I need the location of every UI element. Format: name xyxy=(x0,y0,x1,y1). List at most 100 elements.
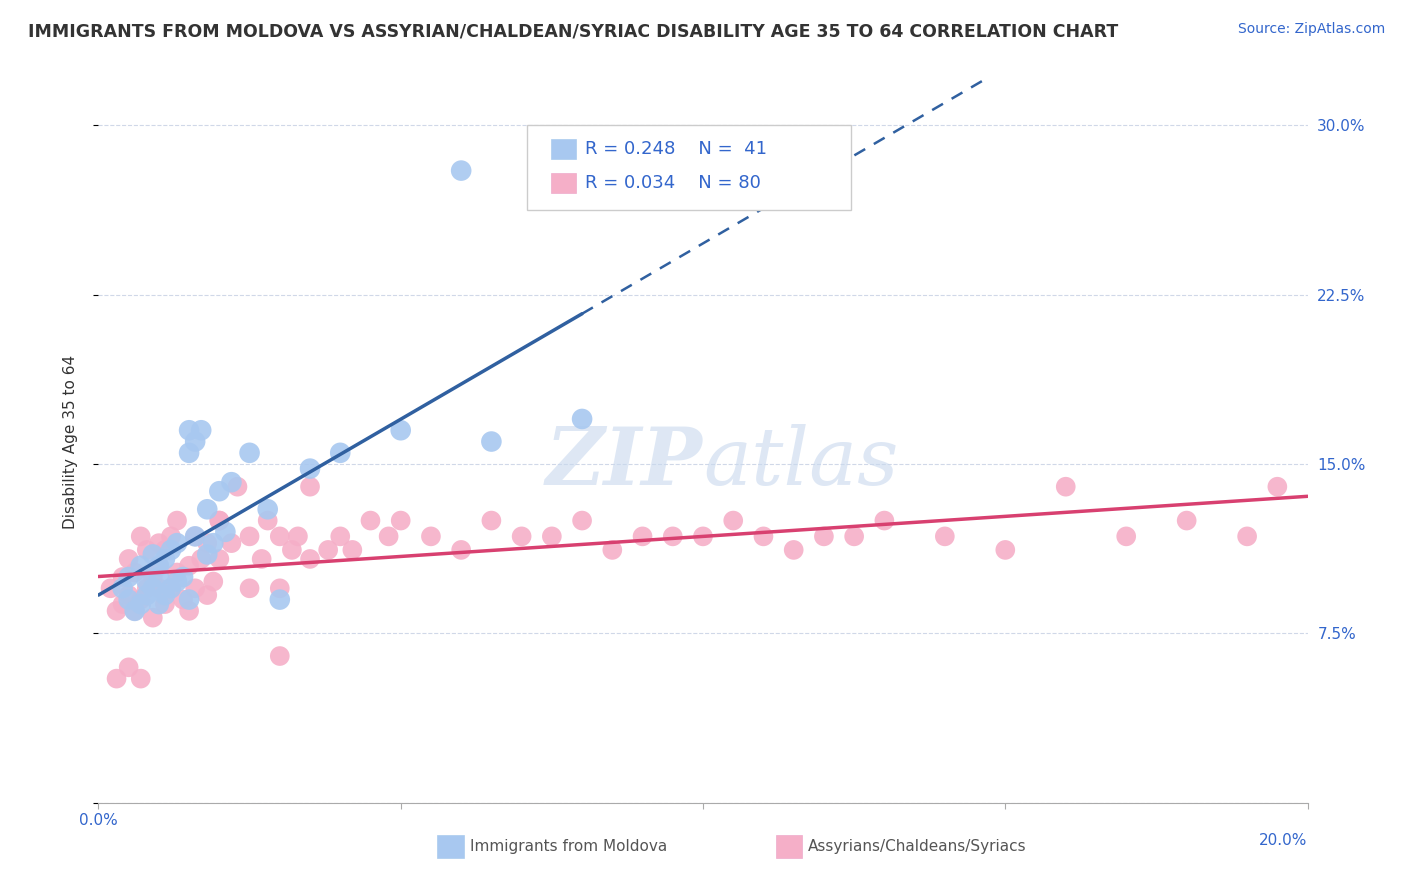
Point xyxy=(602,542,624,557)
Point xyxy=(118,592,141,607)
Point xyxy=(208,484,231,499)
Text: 20.0%: 20.0% xyxy=(1260,833,1308,848)
Point xyxy=(256,502,278,516)
Point xyxy=(179,558,201,573)
Point xyxy=(118,552,141,566)
Point xyxy=(142,582,165,596)
Point xyxy=(135,588,157,602)
Point xyxy=(631,529,654,543)
Point xyxy=(153,542,176,557)
Point xyxy=(153,588,176,602)
Point xyxy=(540,529,562,543)
Point xyxy=(239,529,262,543)
Text: IMMIGRANTS FROM MOLDOVA VS ASSYRIAN/CHALDEAN/SYRIAC DISABILITY AGE 35 TO 64 CORR: IMMIGRANTS FROM MOLDOVA VS ASSYRIAN/CHAL… xyxy=(28,22,1118,40)
Point xyxy=(172,592,194,607)
Point xyxy=(1054,480,1077,494)
Point xyxy=(111,570,134,584)
Bar xyxy=(776,835,803,858)
Point xyxy=(105,672,128,686)
Point xyxy=(100,582,122,596)
Point xyxy=(813,529,835,543)
Point xyxy=(329,446,352,460)
Text: Assyrians/Chaldeans/Syriacs: Assyrians/Chaldeans/Syriacs xyxy=(808,838,1026,854)
Point xyxy=(160,542,183,557)
Point xyxy=(142,610,165,624)
Point xyxy=(124,604,146,618)
Point xyxy=(571,412,593,426)
Point xyxy=(239,582,262,596)
Point xyxy=(256,514,278,528)
Point xyxy=(166,514,188,528)
Point xyxy=(450,542,472,557)
Point xyxy=(142,548,165,562)
Point xyxy=(124,604,146,618)
Point xyxy=(190,423,212,437)
Point xyxy=(510,529,533,543)
Point xyxy=(329,529,352,543)
Text: Immigrants from Moldova: Immigrants from Moldova xyxy=(470,838,666,854)
Point xyxy=(221,475,243,490)
Point xyxy=(160,529,183,543)
Point xyxy=(208,514,231,528)
Point xyxy=(179,592,201,607)
Point xyxy=(316,542,339,557)
Point xyxy=(190,552,212,566)
Text: ZIP: ZIP xyxy=(546,425,703,502)
Point xyxy=(129,592,152,607)
Point xyxy=(360,514,382,528)
Point xyxy=(184,529,207,543)
Point xyxy=(342,542,364,557)
Point xyxy=(269,529,291,543)
Point xyxy=(135,542,157,557)
Point xyxy=(111,582,134,596)
Point xyxy=(142,570,165,584)
Point xyxy=(129,529,152,543)
Point xyxy=(195,536,218,550)
Point xyxy=(389,514,412,528)
Point xyxy=(195,588,218,602)
Point xyxy=(179,446,201,460)
Point xyxy=(226,480,249,494)
Point xyxy=(269,582,291,596)
Point xyxy=(934,529,956,543)
Point xyxy=(166,536,188,550)
Point xyxy=(723,514,745,528)
Text: atlas: atlas xyxy=(703,425,898,502)
Point xyxy=(221,536,243,550)
Point xyxy=(481,514,503,528)
Point xyxy=(844,529,866,543)
Text: R = 0.034    N = 80: R = 0.034 N = 80 xyxy=(585,174,761,192)
Point xyxy=(1236,529,1258,543)
Point xyxy=(124,566,146,580)
Point xyxy=(160,582,183,596)
Point xyxy=(148,582,170,596)
Point xyxy=(571,514,593,528)
Point xyxy=(281,542,304,557)
Point xyxy=(1115,529,1137,543)
Point xyxy=(105,604,128,618)
Point xyxy=(208,514,231,528)
Point xyxy=(148,536,170,550)
Point xyxy=(195,548,218,562)
Point xyxy=(202,574,225,589)
Point xyxy=(118,570,141,584)
Point xyxy=(153,597,176,611)
Point xyxy=(135,574,157,589)
Point xyxy=(420,529,443,543)
Point xyxy=(269,592,291,607)
Point xyxy=(299,461,322,475)
Y-axis label: Disability Age 35 to 64: Disability Age 35 to 64 xyxy=(63,354,77,529)
Point xyxy=(184,582,207,596)
Point xyxy=(172,570,194,584)
Point xyxy=(184,434,207,449)
Point xyxy=(994,542,1017,557)
Point xyxy=(299,552,322,566)
Point xyxy=(166,574,188,589)
Bar xyxy=(437,835,464,858)
Point xyxy=(129,597,152,611)
Point xyxy=(111,597,134,611)
Point xyxy=(179,423,201,437)
Point xyxy=(195,502,218,516)
Text: Source: ZipAtlas.com: Source: ZipAtlas.com xyxy=(1237,22,1385,37)
Point xyxy=(148,597,170,611)
